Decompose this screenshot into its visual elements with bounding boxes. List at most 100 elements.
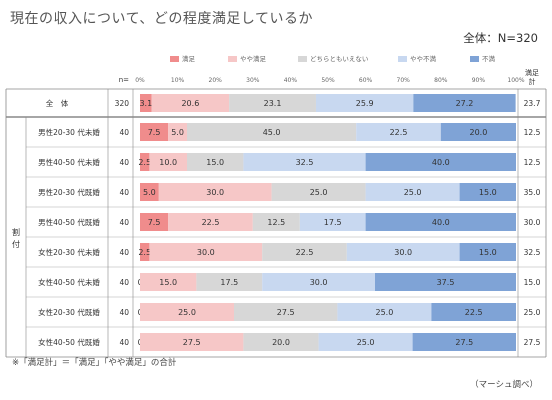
row-label: 女性40-50 代未婚 [38, 277, 100, 287]
bar-segment [243, 333, 319, 351]
bar-segment [243, 153, 366, 171]
bar-value-label: 22.5 [296, 248, 314, 257]
bar-value-label: 30.0 [394, 248, 412, 257]
bar-value-label: 7.5 [148, 128, 161, 137]
legend-item: やや不満 [398, 53, 436, 63]
bar-value-label: 7.5 [148, 218, 161, 227]
row-satisfied-total: 15.0 [524, 278, 541, 287]
bar-value-label: 12.5 [267, 218, 285, 227]
total-sample-label: 全体：N=320 [463, 31, 538, 45]
bar-segment [229, 94, 316, 112]
legend-swatch [170, 56, 179, 62]
row-satisfied-total: 27.5 [524, 338, 541, 347]
bar-value-label: 25.0 [357, 338, 375, 347]
row-label: 男性40-50 代未婚 [38, 157, 100, 167]
row-label: 男性20-30 代既婚 [38, 187, 100, 197]
bar-value-label: 3.1 [139, 99, 152, 108]
bar-value-label: 15.0 [159, 278, 177, 287]
row-satisfied-total: 32.5 [524, 248, 541, 257]
x-tick-label: 70% [397, 77, 411, 84]
bar-value-label: 40.0 [432, 218, 450, 227]
legend: 満足 やや満足 どちらともいえない やや不満 不満 [140, 53, 520, 65]
bar-segment [365, 153, 516, 171]
x-tick-label: 60% [359, 77, 373, 84]
bar-value-label: 15.0 [479, 188, 497, 197]
bar-segment [196, 273, 263, 291]
bar-segment [262, 243, 347, 261]
bar-segment [149, 153, 187, 171]
bar-value-label: 30.0 [310, 278, 328, 287]
row-label: 女性40-50 代既婚 [38, 337, 100, 347]
bar-segment [140, 153, 150, 171]
bar-segment [168, 123, 187, 141]
bar-value-label: 22.5 [390, 128, 408, 137]
row-satisfied-total: 23.7 [524, 99, 541, 108]
bar-segment [158, 183, 272, 201]
bar-segment [140, 333, 244, 351]
bar-value-label: 20.0 [469, 128, 487, 137]
bar-value-label: 5.0 [143, 188, 156, 197]
bar-value-label: 5.0 [171, 128, 184, 137]
bar-segment [346, 243, 460, 261]
bar-segment [187, 123, 357, 141]
bar-value-label: 37.5 [437, 278, 455, 287]
row-label: 全 体 [46, 98, 69, 108]
x-tick-label: 30% [246, 77, 260, 84]
bar-segment [149, 243, 263, 261]
bar-value-label: 25.0 [375, 308, 393, 317]
bar-segment [151, 94, 230, 112]
bar-value-label: 15.0 [206, 158, 224, 167]
bar-segment [459, 183, 516, 201]
x-tick-label: 90% [472, 77, 486, 84]
bar-segment [234, 303, 338, 321]
bar-value-label: 22.5 [202, 218, 220, 227]
footnote: ※「満足計」＝「満足」「やや満足」の合計 [12, 358, 177, 368]
bar-value-label: 27.5 [277, 308, 295, 317]
bar-segment [140, 123, 169, 141]
bar-segment [299, 213, 366, 231]
bar-segment [271, 183, 366, 201]
bar-value-label: 25.0 [404, 188, 422, 197]
legend-item: どちらともいえない [298, 53, 368, 63]
bar-segment [375, 273, 516, 291]
bar-segment [431, 303, 516, 321]
row-n: 40 [119, 128, 129, 137]
row-n: 40 [119, 248, 129, 257]
n-header: n= [119, 76, 129, 84]
bar-value-label: 15.0 [479, 248, 497, 257]
bar-value-label: 27.5 [455, 338, 473, 347]
legend-label: 不満 [482, 55, 495, 63]
x-tick-label: 80% [434, 77, 448, 84]
bar-segment [140, 183, 159, 201]
x-tick-label: 10% [171, 77, 185, 84]
legend-label: どちらともいえない [310, 55, 369, 63]
bar-value-label: 22.5 [465, 308, 483, 317]
bar-segment [168, 213, 253, 231]
row-satisfied-total: 25.0 [524, 308, 541, 317]
bar-segment [440, 123, 516, 141]
row-n: 40 [119, 188, 129, 197]
bar-value-label: 17.5 [220, 278, 238, 287]
row-n: 40 [119, 338, 129, 347]
row-satisfied-total: 12.5 [524, 158, 541, 167]
bar-segment [365, 183, 460, 201]
bar-segment [140, 94, 152, 112]
bar-segment [365, 213, 516, 231]
bar-value-label: 25.0 [310, 188, 328, 197]
row-satisfied-total: 35.0 [524, 188, 541, 197]
x-tick-label: 20% [209, 77, 223, 84]
legend-swatch [398, 56, 407, 62]
bar-segment [252, 213, 300, 231]
bar-value-label: 30.0 [197, 248, 215, 257]
row-label: 男性20-30 代未婚 [38, 127, 100, 137]
legend-swatch [298, 56, 307, 62]
source-note: （マーシュ調べ） [470, 380, 538, 390]
x-tick-label: 40% [284, 77, 298, 84]
bar-segment [140, 273, 197, 291]
bar-value-label: 17.5 [324, 218, 342, 227]
legend-swatch [470, 56, 479, 62]
bar-value-label: 20.0 [272, 338, 290, 347]
bar-value-label: 27.5 [183, 338, 201, 347]
row-n: 320 [115, 99, 130, 108]
